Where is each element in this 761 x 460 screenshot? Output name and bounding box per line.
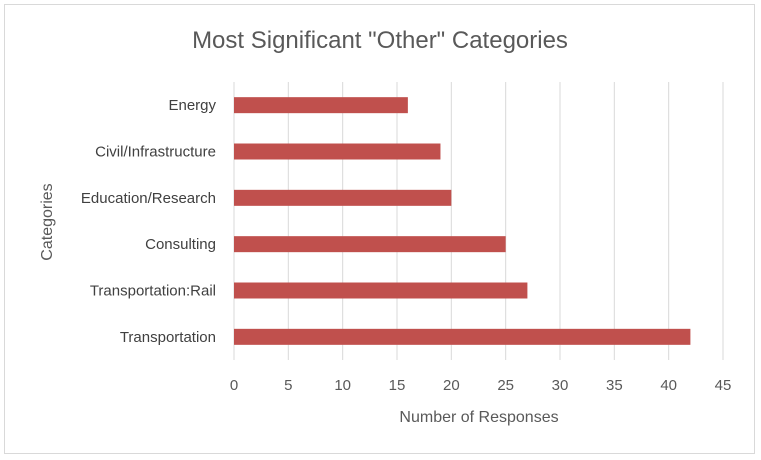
x-tick-labels: 0 5 10 15 20 25 30 35 40 45	[230, 377, 732, 394]
y-axis-title: Categories	[39, 183, 56, 260]
bar-transportation	[234, 328, 691, 345]
bars	[234, 97, 691, 345]
gridlines	[233, 82, 724, 360]
x-tick-label: 25	[497, 377, 514, 394]
chart-frame	[4, 4, 755, 454]
bar-consulting	[234, 236, 506, 253]
x-tick-label: 30	[552, 377, 569, 394]
category-label: Transportation	[120, 329, 216, 346]
x-axis-title: Number of Responses	[399, 409, 558, 426]
category-label: Energy	[168, 97, 216, 114]
bar-education-research	[234, 189, 452, 206]
x-tick-label: 45	[715, 377, 732, 394]
x-tick-label: 10	[334, 377, 351, 394]
bar-transportation-rail	[234, 282, 528, 299]
category-label: Civil/Infrastructure	[95, 144, 216, 161]
category-label: Education/Research	[81, 190, 216, 207]
x-tick-label: 40	[660, 377, 677, 394]
x-tick-label: 15	[389, 377, 406, 394]
chart-title: Most Significant "Other" Categories	[192, 27, 568, 54]
bar-civil-infrastructure	[234, 143, 441, 160]
bar-energy	[234, 97, 408, 114]
x-tick-label: 20	[443, 377, 460, 394]
category-labels: Energy Civil/Infrastructure Education/Rese…	[81, 97, 217, 346]
x-tick-label: 35	[606, 377, 623, 394]
x-tick-label: 0	[230, 377, 238, 394]
x-tick-label: 5	[284, 377, 292, 394]
category-label: Transportation:Rail	[90, 283, 216, 300]
category-label: Consulting	[145, 236, 216, 253]
